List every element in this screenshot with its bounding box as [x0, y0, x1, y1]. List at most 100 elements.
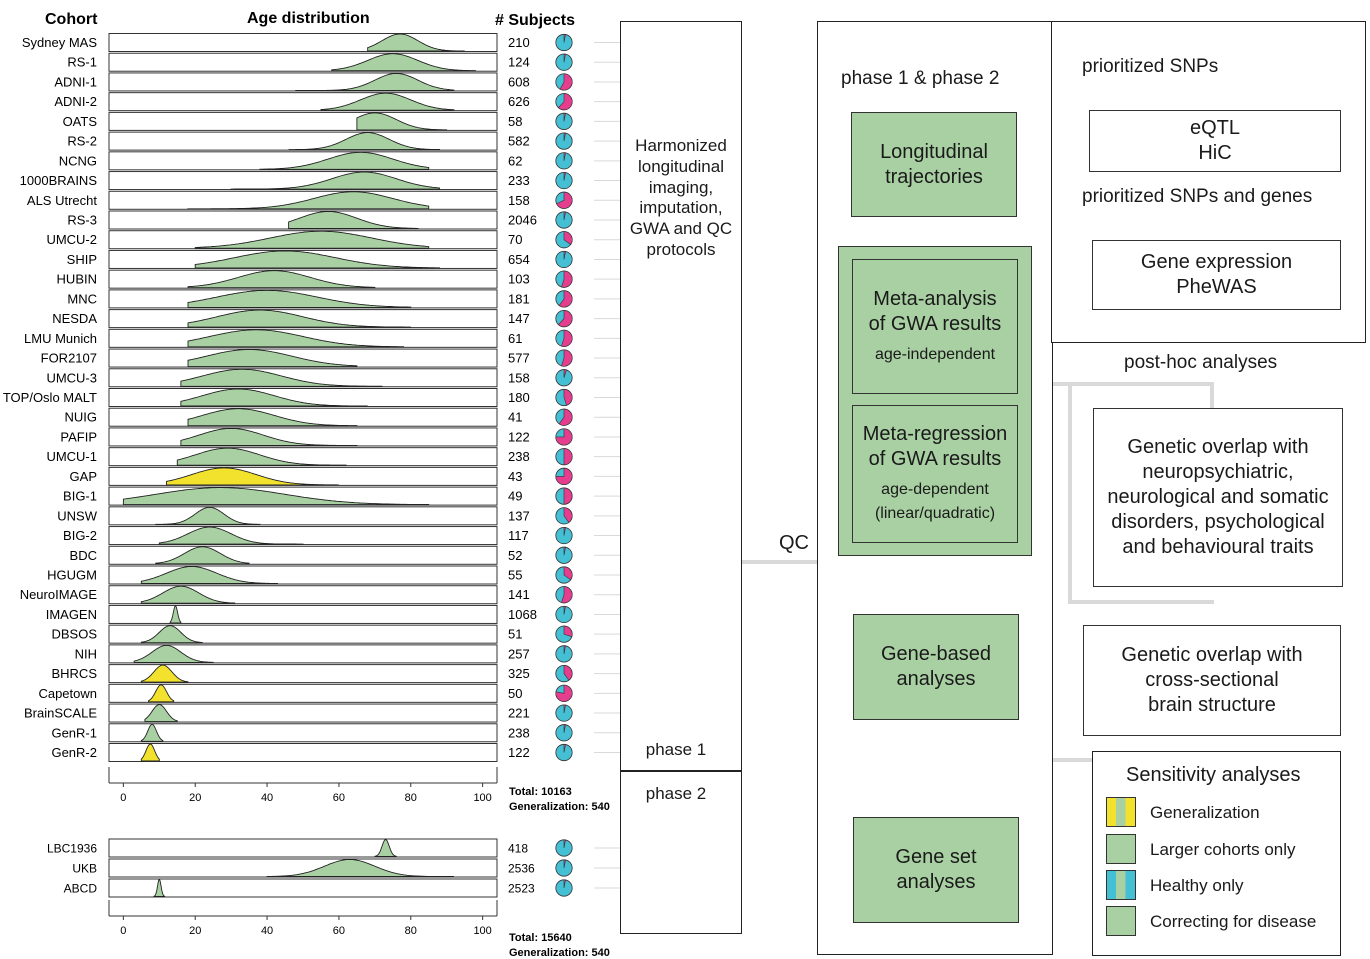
protocol-text: Harmonized longitudinal imaging, imputat… — [629, 136, 733, 259]
density-curve — [259, 151, 430, 170]
cohort-label: GAP — [70, 469, 97, 484]
cohort-row-frame — [108, 644, 498, 664]
cohort-row-frame — [108, 33, 498, 52]
sex-pie-female — [556, 191, 573, 209]
subject-count: 582 — [508, 134, 530, 149]
cohort-label: SHIP — [67, 252, 97, 267]
density-curve — [356, 112, 448, 131]
subject-count: 41 — [508, 410, 522, 425]
density-curve — [180, 427, 358, 446]
subject-count: 608 — [508, 74, 530, 89]
density-curve — [288, 211, 419, 229]
protocol-box — [620, 21, 742, 934]
sex-pie-female — [563, 859, 566, 869]
subject-count: 210 — [508, 35, 530, 50]
sensitivity-item-generalization: Generalization — [1150, 803, 1260, 822]
sex-pie-female — [561, 586, 573, 604]
sex-pie-female — [563, 132, 566, 142]
subject-count: 158 — [508, 193, 530, 208]
sensitivity-title: Sensitivity analyses — [1126, 764, 1301, 786]
cohort-label: HGUGM — [47, 568, 97, 583]
sex-pie-female — [555, 467, 573, 485]
density-curve — [180, 368, 383, 387]
cohort-row-frame — [108, 604, 498, 624]
density-curve — [180, 388, 368, 407]
phase1-label: phase 1 — [645, 740, 707, 759]
density-curve — [186, 191, 430, 210]
density-curve — [140, 723, 164, 742]
cohort-label: UMCU-1 — [46, 449, 97, 464]
gene-set-box: Gene set analyses — [853, 817, 1019, 923]
cohort-label: NCNG — [59, 153, 97, 168]
subject-count: 50 — [508, 686, 522, 701]
subject-count: 43 — [508, 469, 522, 484]
cohort-label: LBC1936 — [47, 842, 97, 856]
cohort-row-frame — [108, 131, 498, 151]
sex-pie-female — [563, 724, 566, 733]
subjects-header: # Subjects — [495, 12, 575, 29]
cohort-header: Cohort — [45, 11, 98, 28]
density-curve — [176, 447, 347, 466]
cohort-label: FOR2107 — [41, 351, 97, 366]
subject-count: 122 — [508, 429, 530, 444]
cohort-label: HUBIN — [57, 272, 97, 287]
sex-pie-female — [563, 33, 566, 43]
density-curve — [158, 526, 304, 545]
subject-count: 103 — [508, 272, 530, 287]
axis-tick-label: 0 — [120, 925, 126, 937]
sex-pie-female — [563, 250, 566, 260]
yellow-green-stripes-icon — [1106, 797, 1136, 827]
sex-pie-female — [563, 152, 566, 161]
density-curve — [166, 467, 340, 486]
longitudinal-trajectories-box: Longitudinal trajectories — [851, 112, 1017, 217]
cohort-label: 1000BRAINS — [20, 173, 98, 188]
phase1-total: Total: 10163 — [509, 786, 572, 798]
density-curve — [229, 171, 440, 190]
gene-expression-box: Gene expression PheWAS — [1092, 240, 1341, 310]
subject-count: 158 — [508, 370, 530, 385]
density-curve — [187, 329, 405, 348]
sex-pie-female — [563, 487, 573, 505]
sex-pie-female — [563, 625, 573, 638]
sex-pie-female — [563, 388, 573, 406]
cohort-label: UMCU-3 — [46, 370, 97, 385]
cohort-row-frame — [108, 743, 498, 762]
axis-tick-label: 40 — [261, 792, 273, 804]
subject-count: 147 — [508, 311, 530, 326]
sex-pie-female — [563, 605, 566, 615]
subject-count: 221 — [508, 706, 530, 721]
subject-count: 117 — [508, 528, 529, 543]
overlap1-connector — [1210, 382, 1214, 408]
subject-count: 61 — [508, 331, 522, 346]
cohort-label: NESDA — [52, 311, 97, 326]
sensitivity-item-larger-cohorts: Larger cohorts only — [1150, 840, 1296, 859]
density-curve — [155, 546, 250, 565]
subject-count: 233 — [508, 173, 530, 188]
prioritized-snps-label: prioritized SNPs — [1082, 56, 1219, 77]
sex-pie-female — [563, 112, 566, 122]
subject-count: 238 — [508, 725, 530, 740]
qc-connector — [742, 560, 818, 564]
meta-regression-box: Meta-regression of GWA results age-depen… — [852, 405, 1018, 543]
prioritized-snps-genes-label: prioritized SNPs and genes — [1082, 186, 1313, 207]
cohort-row-frame — [108, 506, 498, 526]
sex-pie-female — [563, 665, 573, 681]
subject-count: 51 — [508, 627, 522, 642]
cohort-label: Capetown — [38, 686, 97, 701]
cohort-label: RS-2 — [67, 134, 97, 149]
density-curve — [155, 506, 261, 525]
sex-pie-female — [555, 684, 573, 702]
density-curve — [331, 53, 477, 72]
subject-count: 577 — [508, 351, 530, 366]
cohort-label: PAFIP — [60, 429, 97, 444]
sex-pie-female — [563, 704, 566, 714]
density-curve — [122, 487, 430, 506]
density-curve — [153, 879, 166, 897]
density-curve — [140, 664, 189, 683]
density-curve — [169, 605, 182, 624]
cohort-label: UKB — [72, 862, 97, 876]
cohort-row-frame — [108, 664, 498, 684]
subject-count: 2536 — [508, 862, 535, 876]
age-distribution-header: Age distribution — [247, 10, 370, 27]
sex-pie-female — [561, 270, 573, 288]
